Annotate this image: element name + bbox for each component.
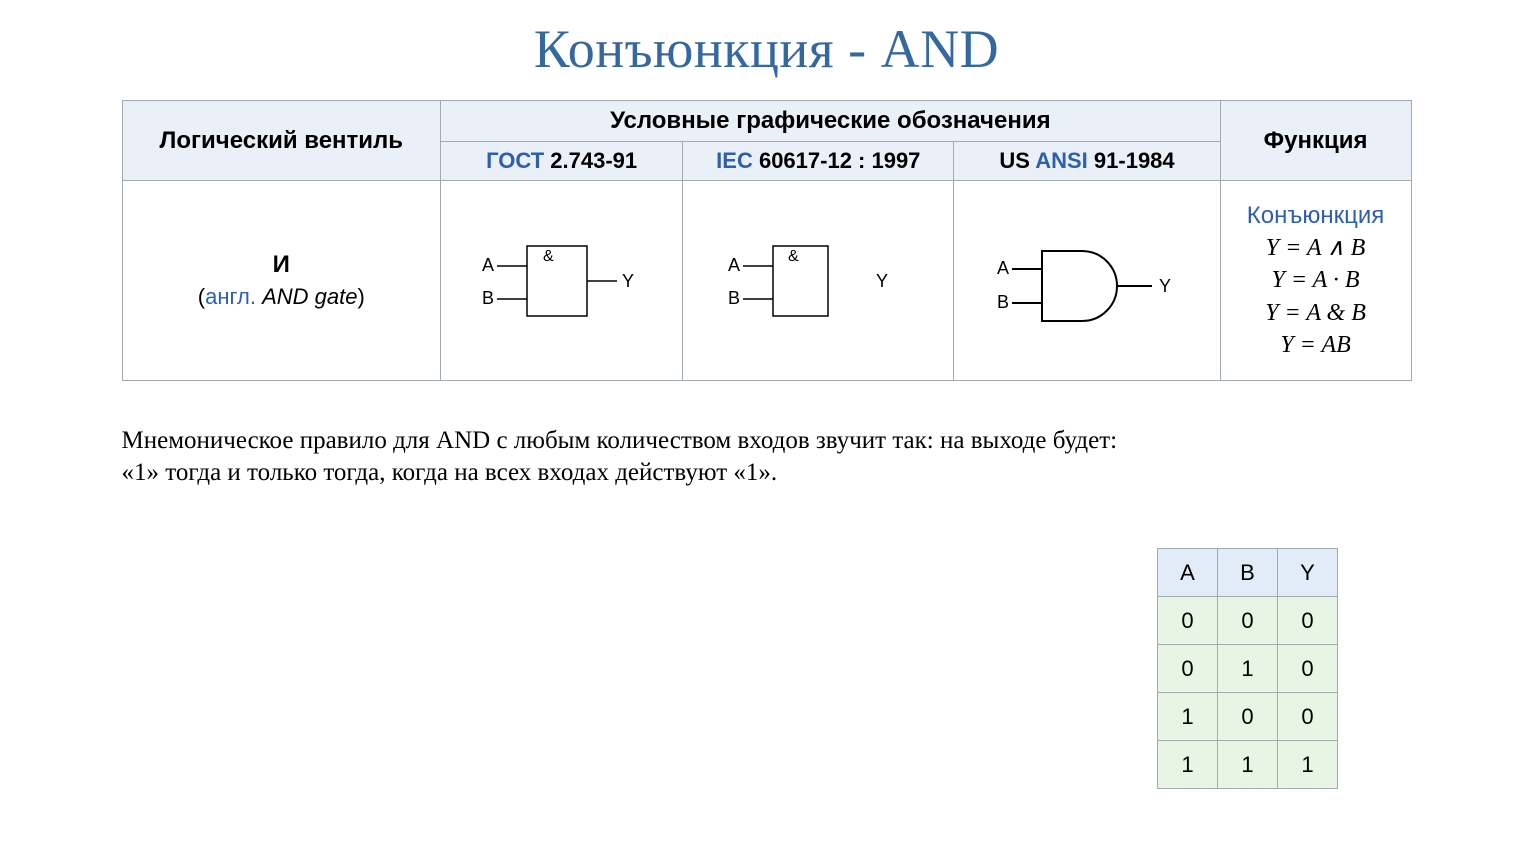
- svg-text:B: B: [997, 292, 1009, 312]
- truth-cell: 1: [1218, 645, 1278, 693]
- mnemonic-text: Мнемоническое правило для AND с любым ко…: [122, 425, 1412, 489]
- truth-head-a: A: [1158, 549, 1218, 597]
- svg-text:A: A: [728, 255, 740, 275]
- mnemonic-line1: Мнемоническое правило для AND с любым ко…: [122, 427, 1118, 454]
- ansi-pre: US: [999, 148, 1035, 173]
- svg-text:Y: Y: [876, 271, 888, 291]
- gate-name: И: [133, 251, 431, 279]
- col-func-header: Функция: [1220, 101, 1411, 181]
- svg-text:Y: Y: [622, 271, 634, 291]
- truth-cell: 1: [1158, 693, 1218, 741]
- function-eq2: Y = A · B: [1272, 267, 1360, 293]
- gate-eng: AND gate: [262, 284, 357, 309]
- svg-text:B: B: [482, 288, 494, 308]
- svg-text:B: B: [728, 288, 740, 308]
- iec-and-icon: & A B Y: [718, 221, 918, 341]
- subhead-iec: IEC 60617-12 : 1997: [683, 142, 954, 181]
- truth-head-y: Y: [1278, 549, 1338, 597]
- truth-table: A B Y 0 0 0 0 1 0 1 0 0 1 1 1: [1157, 548, 1338, 789]
- gate-name-cell: И (англ. AND gate): [122, 181, 441, 381]
- truth-cell: 0: [1278, 597, 1338, 645]
- standards-table: Логический вентиль Условные графические …: [122, 100, 1412, 381]
- truth-cell: 1: [1158, 741, 1218, 789]
- function-title: Конъюнкция: [1247, 202, 1384, 229]
- svg-text:A: A: [997, 258, 1009, 278]
- truth-cell: 0: [1218, 693, 1278, 741]
- subhead-gost: ГОСТ 2.743-91: [441, 142, 683, 181]
- truth-cell: 0: [1218, 597, 1278, 645]
- function-cell: Конъюнкция Y = A ∧ B Y = A · B Y = A & B…: [1220, 181, 1411, 381]
- truth-cell: 0: [1158, 597, 1218, 645]
- truth-cell: 1: [1218, 741, 1278, 789]
- svg-text:Y: Y: [1159, 276, 1171, 296]
- gost-rest: 2.743-91: [544, 148, 637, 173]
- mnemonic-line2: «1» тогда и только тогда, когда на всех …: [122, 457, 1412, 489]
- function-eq4: Y = AB: [1280, 332, 1350, 358]
- iec-diagram-cell: & A B Y: [683, 181, 954, 381]
- gost-link: ГОСТ: [486, 148, 544, 173]
- truth-head-row: A B Y: [1158, 549, 1338, 597]
- gate-subtitle: (англ. AND gate): [198, 284, 365, 309]
- svg-text:&: &: [788, 248, 799, 265]
- truth-row: 0 1 0: [1158, 645, 1338, 693]
- gost-diagram-cell: & A B Y: [441, 181, 683, 381]
- truth-row: 0 0 0: [1158, 597, 1338, 645]
- iec-link: IEC: [716, 148, 753, 173]
- iec-rest: 60617-12 : 1997: [753, 148, 921, 173]
- truth-cell: 1: [1278, 741, 1338, 789]
- ansi-and-icon: A B Y: [987, 221, 1187, 341]
- function-eq1: Y = A ∧ B: [1266, 235, 1366, 261]
- truth-head-b: B: [1218, 549, 1278, 597]
- page-title: Конъюнкция - AND: [0, 0, 1533, 90]
- truth-table-wrap: A B Y 0 0 0 0 1 0 1 0 0 1 1 1: [1157, 548, 1338, 789]
- gate-lang: англ.: [205, 284, 256, 309]
- svg-text:&: &: [543, 248, 554, 265]
- gost-and-icon: & A B Y: [472, 221, 652, 341]
- truth-row: 1 1 1: [1158, 741, 1338, 789]
- truth-cell: 0: [1158, 645, 1218, 693]
- truth-cell: 0: [1278, 693, 1338, 741]
- subhead-ansi: US ANSI 91-1984: [954, 142, 1220, 181]
- ansi-link: ANSI: [1035, 148, 1088, 173]
- col-gate-header: Логический вентиль: [122, 101, 441, 181]
- ansi-diagram-cell: A B Y: [954, 181, 1220, 381]
- ansi-rest: 91-1984: [1088, 148, 1175, 173]
- truth-cell: 0: [1278, 645, 1338, 693]
- svg-text:A: A: [482, 255, 494, 275]
- function-eq3: Y = A & B: [1265, 300, 1366, 326]
- truth-row: 1 0 0: [1158, 693, 1338, 741]
- col-graphic-header: Условные графические обозначения: [441, 101, 1221, 142]
